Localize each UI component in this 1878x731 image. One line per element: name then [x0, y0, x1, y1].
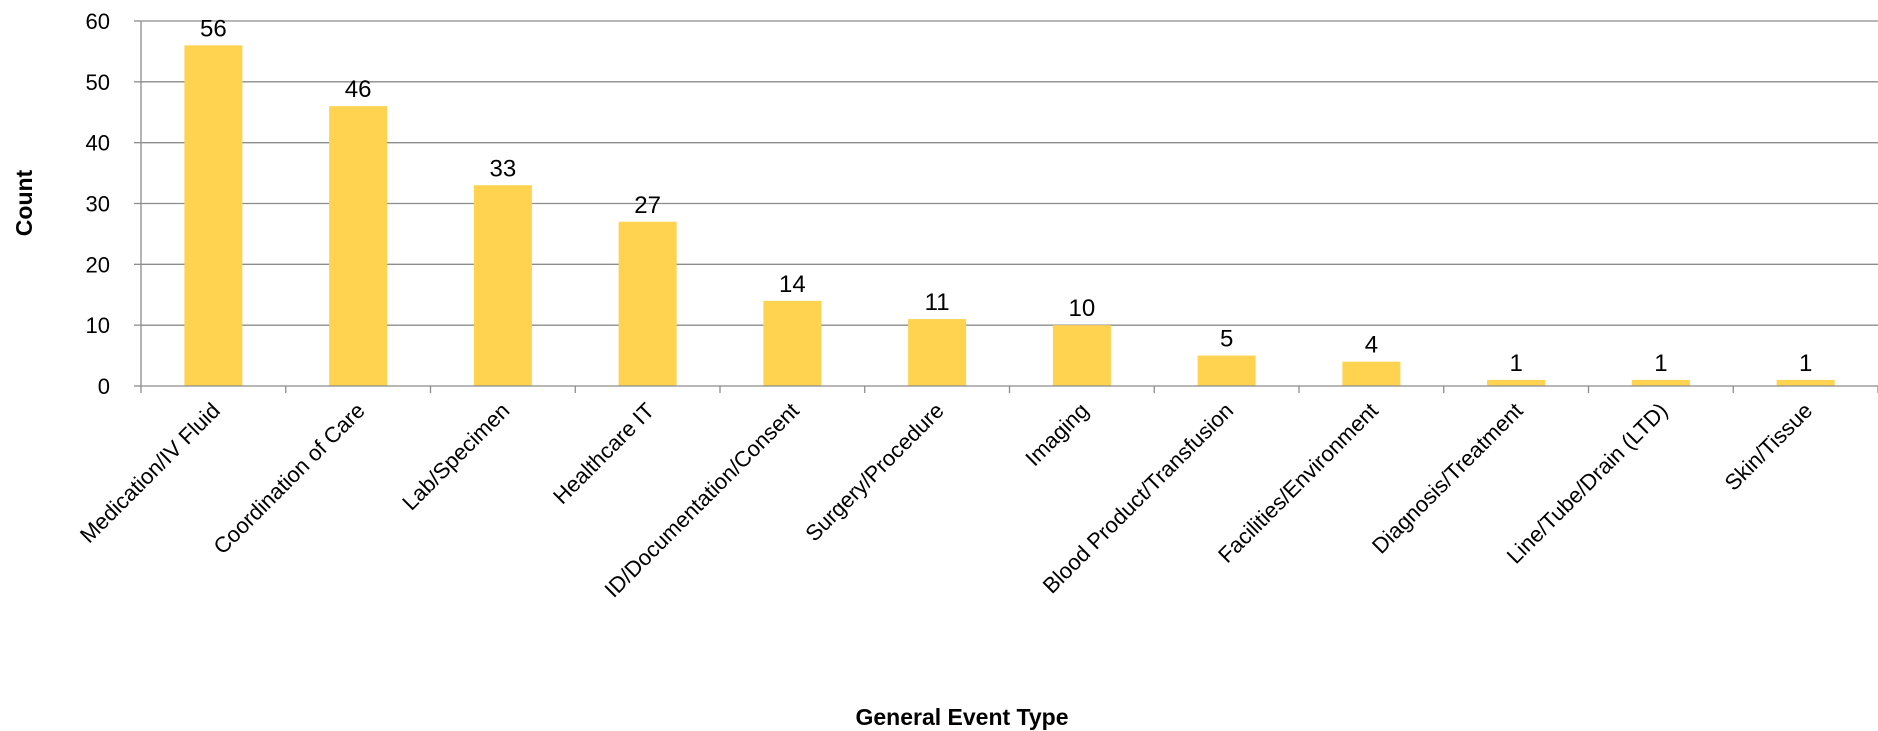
data-label: 56 — [200, 15, 227, 42]
y-tick-label: 40 — [86, 131, 110, 156]
y-tick-label: 50 — [86, 70, 110, 95]
bar — [473, 185, 532, 386]
y-tick-label: 60 — [86, 9, 110, 34]
gridlines — [141, 20, 1878, 326]
bar — [908, 319, 967, 386]
bar — [184, 45, 243, 386]
data-label: 1 — [1799, 350, 1812, 377]
y-axis-title: Count — [11, 169, 37, 236]
data-label: 11 — [925, 289, 950, 316]
bar — [763, 300, 822, 386]
data-label: 27 — [634, 192, 661, 219]
bar — [1776, 379, 1835, 386]
bar — [1487, 379, 1546, 386]
y-axis: 0 10 20 30 40 50 60 — [86, 9, 142, 399]
data-label: 1 — [1509, 350, 1522, 377]
x-tick-label: Line/Tube/Drain (LTD) — [1502, 398, 1673, 569]
x-tick-label: Imaging — [1020, 398, 1093, 471]
y-tick-label: 30 — [86, 192, 110, 217]
y-tick-label: 20 — [86, 252, 110, 277]
x-tick-label: Medication/IV Fluid — [75, 398, 225, 548]
data-label: 5 — [1220, 326, 1233, 353]
bar — [1342, 361, 1401, 386]
x-tick-label: Healthcare IT — [548, 398, 659, 509]
data-label: 4 — [1365, 332, 1378, 359]
bar — [329, 106, 388, 387]
x-tick-label: Skin/Tissue — [1720, 398, 1818, 496]
x-tick-label: Lab/Specimen — [397, 398, 514, 515]
data-label: 14 — [779, 271, 806, 298]
data-label: 33 — [490, 155, 517, 182]
data-label: 1 — [1654, 350, 1667, 377]
data-label: 10 — [1069, 295, 1096, 322]
x-axis-title: General Event Type — [855, 704, 1068, 730]
data-label: 46 — [345, 76, 372, 103]
x-tick-label: Surgery/Procedure — [800, 398, 948, 546]
y-tick-label: 10 — [86, 313, 110, 338]
x-tick-label: Facilities/Environment — [1213, 398, 1383, 568]
x-tick-label: Diagnosis/Treatment — [1367, 398, 1528, 559]
bar — [618, 221, 677, 386]
bar — [1197, 355, 1256, 386]
x-tick-label: Coordination of Care — [208, 398, 369, 559]
bar — [1631, 379, 1690, 386]
bar — [1052, 325, 1111, 386]
y-tick-label: 0 — [98, 374, 110, 399]
